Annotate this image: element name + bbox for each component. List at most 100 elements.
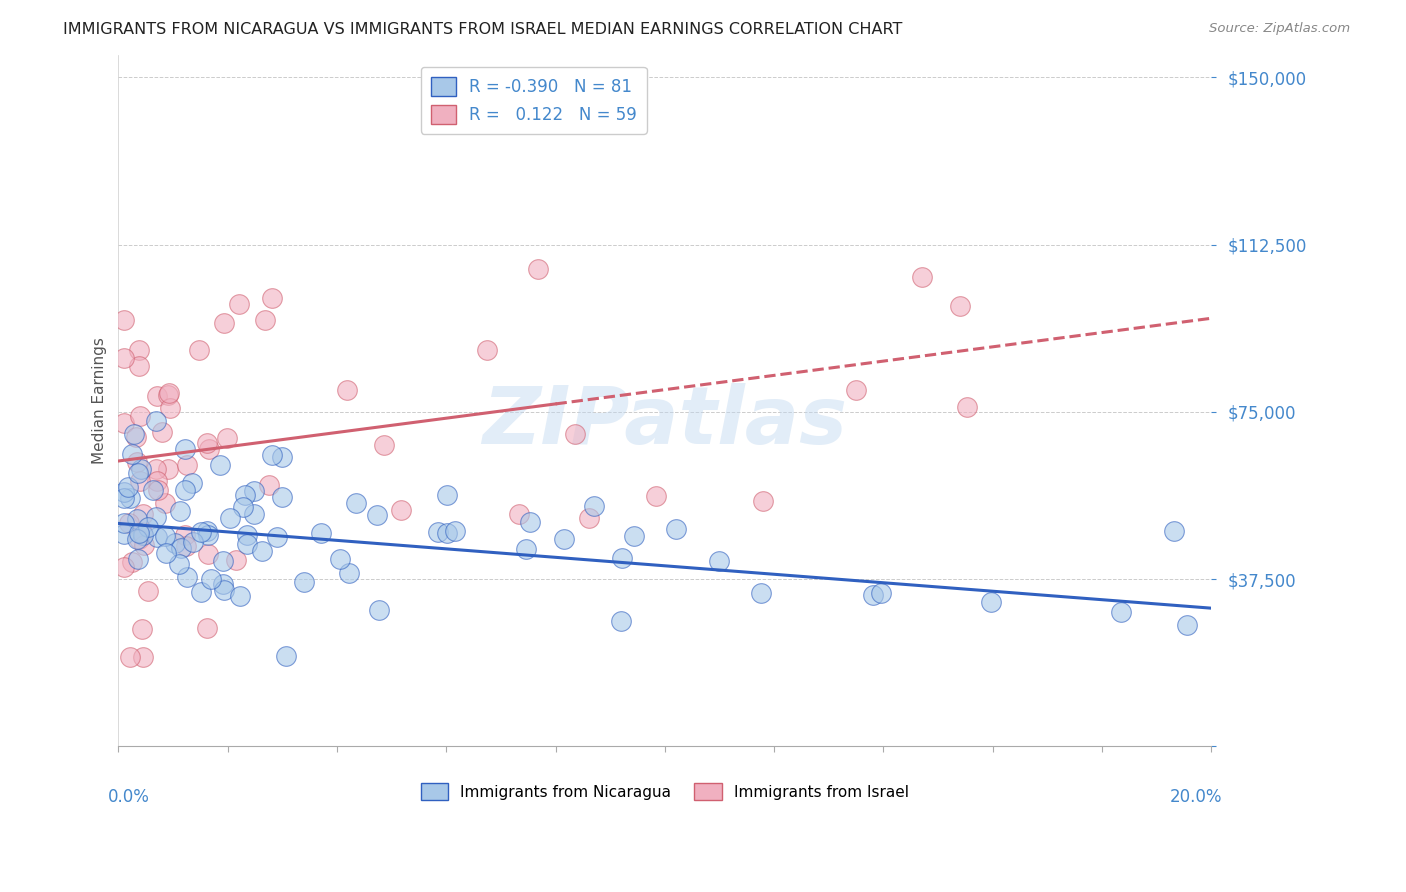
Point xyxy=(128,533,150,547)
Point xyxy=(190,524,212,539)
Point xyxy=(519,515,541,529)
Point xyxy=(131,524,153,539)
Point xyxy=(173,483,195,497)
Point xyxy=(146,530,169,544)
Point xyxy=(870,585,893,599)
Point xyxy=(146,389,169,403)
Point xyxy=(174,442,197,456)
Point xyxy=(229,590,252,604)
Point xyxy=(112,559,135,574)
Point xyxy=(197,524,219,538)
Point xyxy=(157,386,180,401)
Point xyxy=(373,438,395,452)
Point xyxy=(336,383,359,397)
Point xyxy=(232,500,254,515)
Point xyxy=(477,343,499,357)
Text: Source: ZipAtlas.com: Source: ZipAtlas.com xyxy=(1209,22,1350,36)
Point xyxy=(187,343,209,358)
Point xyxy=(257,478,280,492)
Point xyxy=(235,537,257,551)
Point xyxy=(211,576,233,591)
Point xyxy=(176,569,198,583)
Point xyxy=(157,462,180,476)
Point xyxy=(225,553,247,567)
Point xyxy=(252,543,274,558)
Point xyxy=(527,262,550,277)
Text: 20.0%: 20.0% xyxy=(1170,788,1222,805)
Point xyxy=(125,430,148,444)
Point xyxy=(956,400,979,414)
Text: 0.0%: 0.0% xyxy=(107,788,149,805)
Point xyxy=(236,528,259,542)
Point xyxy=(195,622,218,636)
Point xyxy=(167,558,190,572)
Point xyxy=(131,622,153,636)
Point xyxy=(124,427,146,442)
Point xyxy=(112,527,135,541)
Point xyxy=(665,522,688,536)
Point xyxy=(749,585,772,599)
Point xyxy=(136,584,159,599)
Point xyxy=(228,297,250,311)
Point xyxy=(243,507,266,521)
Point xyxy=(1177,617,1199,632)
Point xyxy=(125,454,148,468)
Point xyxy=(368,603,391,617)
Point xyxy=(128,343,150,357)
Point xyxy=(127,466,149,480)
Point xyxy=(181,475,204,490)
Point xyxy=(215,431,238,445)
Point xyxy=(121,447,143,461)
Point xyxy=(150,425,173,439)
Point xyxy=(292,575,315,590)
Point xyxy=(112,351,135,366)
Point xyxy=(125,512,148,526)
Point xyxy=(270,490,292,504)
Point xyxy=(200,573,222,587)
Point xyxy=(142,483,165,497)
Point xyxy=(145,462,167,476)
Point xyxy=(709,554,731,568)
Point xyxy=(212,582,235,597)
Point xyxy=(243,484,266,499)
Point xyxy=(153,496,176,510)
Point xyxy=(134,538,156,552)
Point xyxy=(751,493,773,508)
Point xyxy=(112,491,135,505)
Point xyxy=(173,528,195,542)
Point xyxy=(208,458,231,472)
Point xyxy=(845,383,868,397)
Point xyxy=(1109,605,1132,619)
Point xyxy=(145,510,167,524)
Point xyxy=(276,648,298,663)
Point xyxy=(169,504,191,518)
Point xyxy=(118,516,141,530)
Point xyxy=(190,585,212,599)
Point xyxy=(159,401,181,416)
Point xyxy=(214,316,236,330)
Point xyxy=(165,535,187,549)
Point xyxy=(436,488,458,502)
Point xyxy=(121,556,143,570)
Point xyxy=(346,496,368,510)
Point xyxy=(132,650,155,665)
Point xyxy=(644,489,666,503)
Point xyxy=(427,525,450,540)
Point xyxy=(153,529,176,543)
Point xyxy=(623,529,645,543)
Point xyxy=(1163,524,1185,538)
Point xyxy=(181,535,204,549)
Point xyxy=(129,409,152,423)
Point xyxy=(118,650,141,665)
Text: IMMIGRANTS FROM NICARAGUA VS IMMIGRANTS FROM ISRAEL MEDIAN EARNINGS CORRELATION : IMMIGRANTS FROM NICARAGUA VS IMMIGRANTS … xyxy=(63,22,903,37)
Point xyxy=(155,546,177,560)
Point xyxy=(136,520,159,534)
Point xyxy=(128,475,150,489)
Point xyxy=(128,526,150,541)
Point xyxy=(980,595,1002,609)
Point xyxy=(174,540,197,554)
Point xyxy=(270,450,292,465)
Point xyxy=(118,491,141,505)
Point xyxy=(218,511,240,525)
Legend: R = -0.390   N = 81, R =   0.122   N = 59: R = -0.390 N = 81, R = 0.122 N = 59 xyxy=(420,67,647,134)
